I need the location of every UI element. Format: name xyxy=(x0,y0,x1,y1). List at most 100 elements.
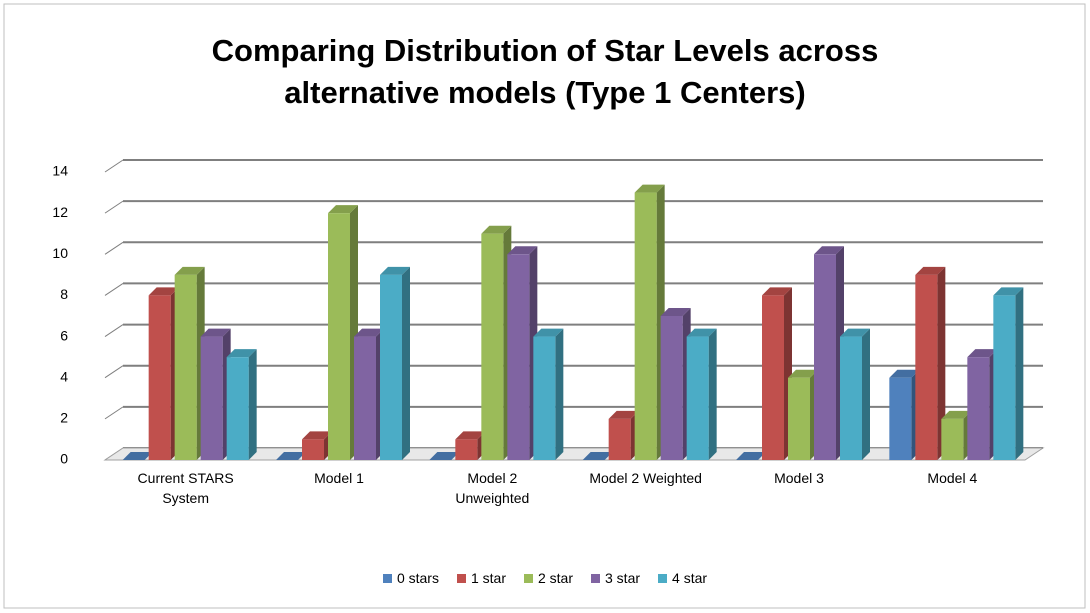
bar-top xyxy=(814,246,844,255)
grid-line-side xyxy=(104,324,124,337)
bar-top xyxy=(148,287,179,296)
bar-top xyxy=(122,452,153,460)
x-tick-label: Model 3 xyxy=(774,470,824,486)
bar-top xyxy=(174,266,205,275)
legend-swatch xyxy=(382,573,392,583)
grid-line-side xyxy=(104,241,124,255)
bar xyxy=(788,377,810,460)
bar-side xyxy=(1015,287,1024,460)
bar-side xyxy=(555,328,564,460)
bar-top xyxy=(455,431,486,440)
bar-top xyxy=(302,431,332,440)
bar xyxy=(686,336,709,460)
bar-top xyxy=(993,287,1024,296)
bar xyxy=(328,213,350,460)
bar-top xyxy=(200,328,231,337)
bar-top xyxy=(915,266,946,275)
legend-item: 3 star xyxy=(591,570,640,586)
bar-top xyxy=(608,410,639,419)
bar-top xyxy=(328,205,358,214)
bar-top xyxy=(686,328,717,337)
legend-swatch xyxy=(456,573,466,583)
x-tick-label: Model 2 Unweighted xyxy=(455,470,530,506)
bar xyxy=(507,254,530,460)
bar xyxy=(481,233,504,460)
bar-top xyxy=(660,308,691,316)
bar-top xyxy=(941,410,972,419)
bar xyxy=(967,357,990,460)
bar-top xyxy=(380,266,410,275)
y-tick-label: 8 xyxy=(60,286,68,302)
bar-side xyxy=(708,328,717,460)
legend-label: 4 star xyxy=(672,570,708,586)
bar xyxy=(608,418,631,460)
grid-line-side xyxy=(104,283,124,296)
bar-top xyxy=(533,328,564,337)
bar-top xyxy=(762,287,792,296)
y-tick-label: 2 xyxy=(60,410,68,426)
bar xyxy=(993,295,1016,460)
x-tick-label: Model 1 xyxy=(314,470,364,486)
y-tick-label: 6 xyxy=(60,327,68,343)
bar xyxy=(354,336,376,460)
bar-top xyxy=(226,349,257,358)
bar-side xyxy=(862,328,870,460)
bar xyxy=(915,274,938,460)
bar-side xyxy=(402,266,410,460)
legend-item: 0 stars xyxy=(382,570,439,586)
bar xyxy=(762,295,784,460)
y-tick-label: 12 xyxy=(52,204,68,220)
legend-item: 2 star xyxy=(523,570,573,586)
bar-top xyxy=(481,225,512,234)
bar-top xyxy=(889,369,920,378)
bar-top xyxy=(788,369,818,378)
grid-line-side xyxy=(104,200,124,214)
bar-top xyxy=(736,452,766,460)
legend: 0 stars 1 star 2 star 3 star 4 star xyxy=(0,570,1090,586)
legend-label: 3 star xyxy=(605,570,641,586)
bar xyxy=(226,357,249,460)
bar xyxy=(174,274,197,460)
bar-top xyxy=(582,452,613,460)
bar-top xyxy=(429,452,460,460)
x-tick-label: Model 2 Weighted xyxy=(589,470,702,486)
bar-top xyxy=(634,184,665,193)
bar-side xyxy=(937,266,946,460)
grid-line-side xyxy=(104,365,124,379)
bar xyxy=(533,336,556,460)
bar xyxy=(889,377,912,460)
bar-top xyxy=(276,452,306,460)
x-tick-label: Model 4 xyxy=(927,470,978,486)
bar-top xyxy=(967,349,998,358)
bar-top xyxy=(840,328,870,337)
legend-swatch xyxy=(523,573,533,583)
chart-title: Comparing Distribution of Star Levels ac… xyxy=(211,33,879,110)
y-tick-label: 0 xyxy=(60,451,68,467)
legend-label: 2 star xyxy=(537,570,573,586)
legend-label: 1 star xyxy=(470,570,506,586)
bar xyxy=(941,418,964,460)
bar xyxy=(840,336,862,460)
bar-top xyxy=(354,328,384,337)
bar-top xyxy=(507,246,538,255)
legend-label: 0 stars xyxy=(396,570,439,586)
bar xyxy=(200,336,223,460)
bar xyxy=(660,316,683,460)
y-tick-label: 4 xyxy=(60,368,68,384)
bar xyxy=(302,439,324,460)
legend-item: 4 star xyxy=(658,570,707,586)
bar xyxy=(814,254,836,460)
bar xyxy=(455,439,478,460)
grid-line-side xyxy=(104,406,124,420)
bar xyxy=(148,295,171,460)
grid-line-side xyxy=(104,159,124,173)
bar-side xyxy=(248,349,257,460)
legend-swatch xyxy=(658,573,668,583)
legend-item: 1 star xyxy=(456,570,506,586)
x-tick-label: Current STARS System xyxy=(137,470,234,506)
legend-swatch xyxy=(591,573,600,583)
y-tick-label: 14 xyxy=(52,163,68,179)
y-tick-label: 10 xyxy=(52,245,68,261)
